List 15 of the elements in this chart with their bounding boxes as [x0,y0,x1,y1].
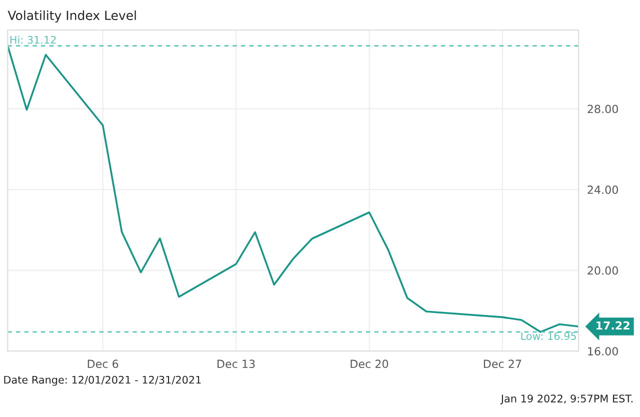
chart-title: Volatility Index Level [8,10,136,23]
line-series [8,44,579,333]
y-tick-label: 16.00 [588,347,618,356]
text: Jan 19 2022, 9:57PM EST. [500,394,632,404]
data-label: 17.22 [596,321,630,330]
text: Date Range: 12/01/2021 - 12/31/2021 [4,376,201,386]
ref-line-label: Hi: 31.12 [10,36,56,44]
x-tick-label: Dec 6 [88,360,118,368]
y-tick-label: 24.00 [588,186,618,194]
x-tick-label: Dec 20 [350,360,388,368]
ref-line-label: Low: 16.95 [521,332,576,340]
x-tick-label: Dec 27 [484,360,522,368]
y-tick-label: 28.00 [588,104,618,114]
y-tick-label: 20.00 [588,266,618,275]
x-tick-label: Dec 13 [218,360,255,368]
